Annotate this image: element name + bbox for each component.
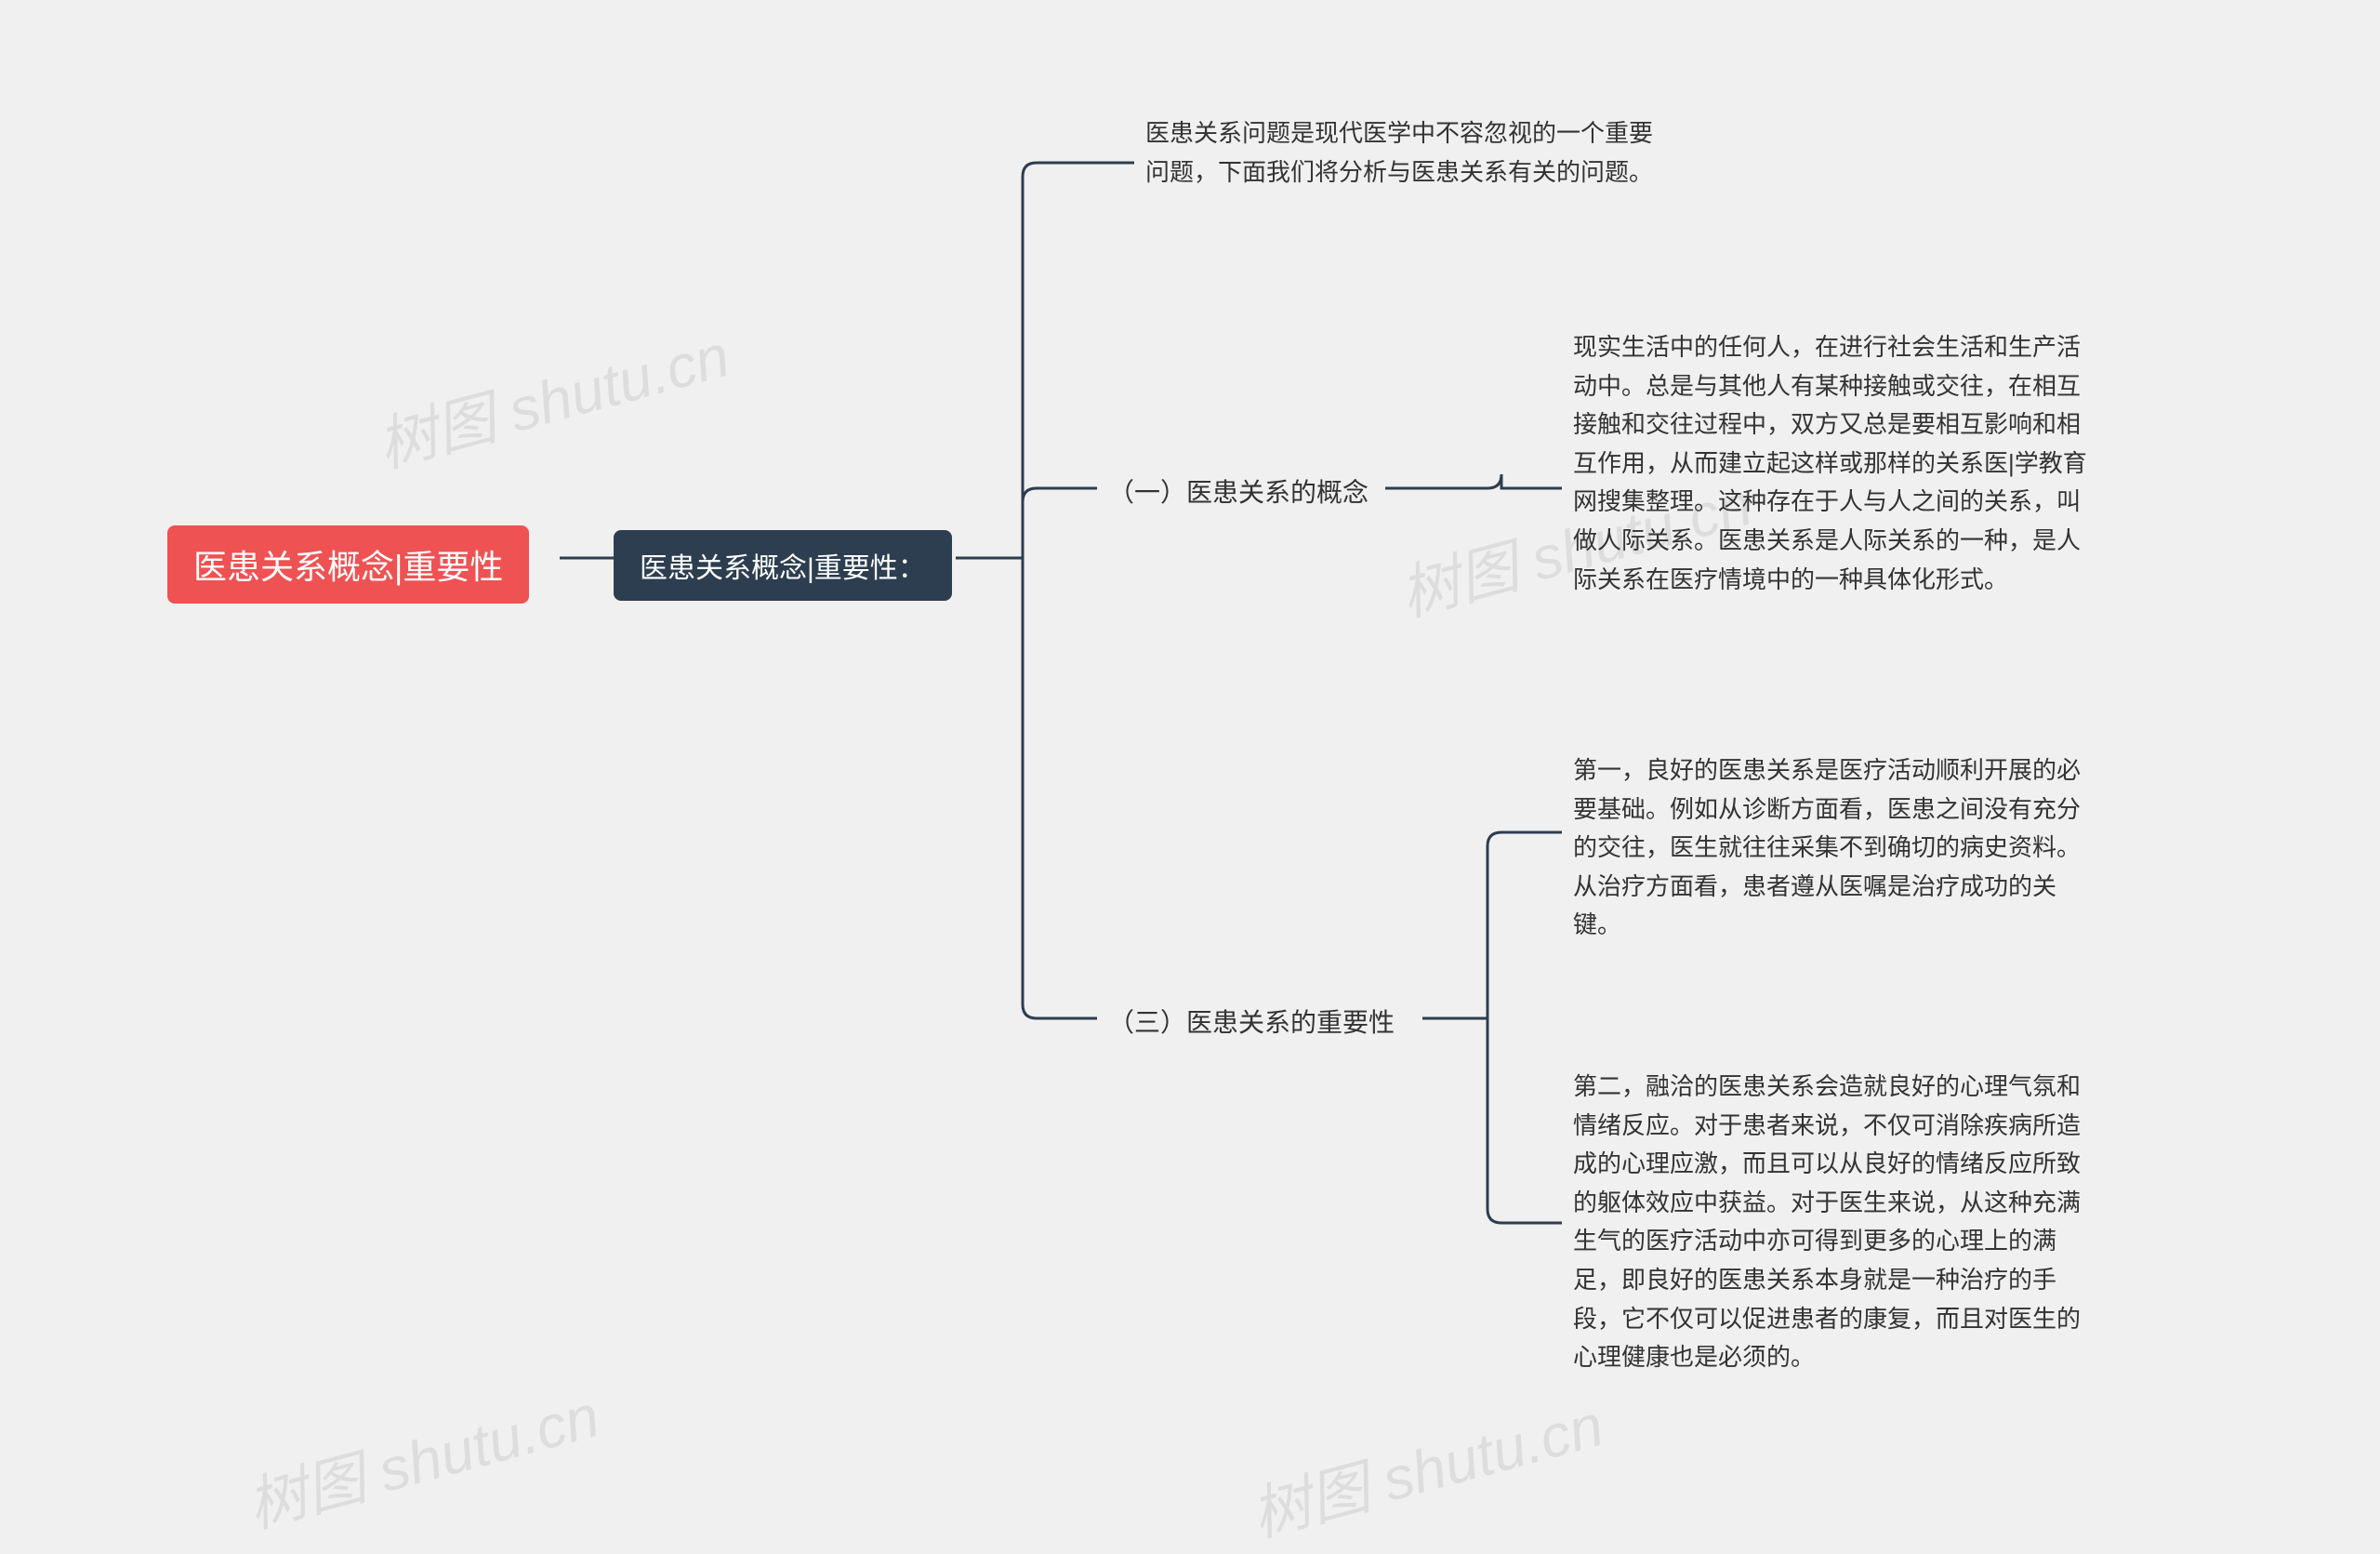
level1-node[interactable]: 医患关系概念|重要性： (614, 530, 952, 601)
watermark: 树图 shutu.cn (1241, 1377, 1611, 1553)
level1-label: 医患关系概念|重要性： (640, 545, 926, 586)
branch-concept[interactable]: （一）医患关系的概念 (1097, 465, 1380, 517)
leaf-importance-1: 第一，良好的医患关系是医疗活动顺利开展的必要基础。例如从诊断方面看，医患之间没有… (1562, 744, 2101, 952)
leaf-text: 现实生活中的任何人，在进行社会生活和生产活动中。总是与其他人有某种接触或交往，在… (1573, 328, 2090, 599)
branch-label: （三）医患关系的重要性 (1108, 1003, 1395, 1040)
leaf-text: 第一，良好的医患关系是医疗活动顺利开展的必要基础。例如从诊断方面看，医患之间没有… (1573, 751, 2090, 945)
root-label: 医患关系概念|重要性 (193, 540, 503, 589)
leaf-text: 医患关系问题是现代医学中不容忽视的一个重要问题，下面我们将分析与医患关系有关的问… (1145, 114, 1662, 192)
leaf-intro: 医患关系问题是现代医学中不容忽视的一个重要问题，下面我们将分析与医患关系有关的问… (1134, 107, 1673, 199)
root-node[interactable]: 医患关系概念|重要性 (167, 525, 529, 604)
watermark: 树图 shutu.cn (237, 1368, 607, 1544)
leaf-text: 第二，融洽的医患关系会造就良好的心理气氛和情绪反应。对于患者来说，不仅可消除疾病… (1573, 1068, 2090, 1377)
leaf-importance-2: 第二，融洽的医患关系会造就良好的心理气氛和情绪反应。对于患者来说，不仅可消除疾病… (1562, 1060, 2101, 1385)
branch-label: （一）医患关系的概念 (1108, 472, 1368, 510)
leaf-concept-1: 现实生活中的任何人，在进行社会生活和生产活动中。总是与其他人有某种接触或交往，在… (1562, 321, 2101, 606)
watermark: 树图 shutu.cn (367, 308, 737, 484)
branch-importance[interactable]: （三）医患关系的重要性 (1097, 995, 1406, 1047)
